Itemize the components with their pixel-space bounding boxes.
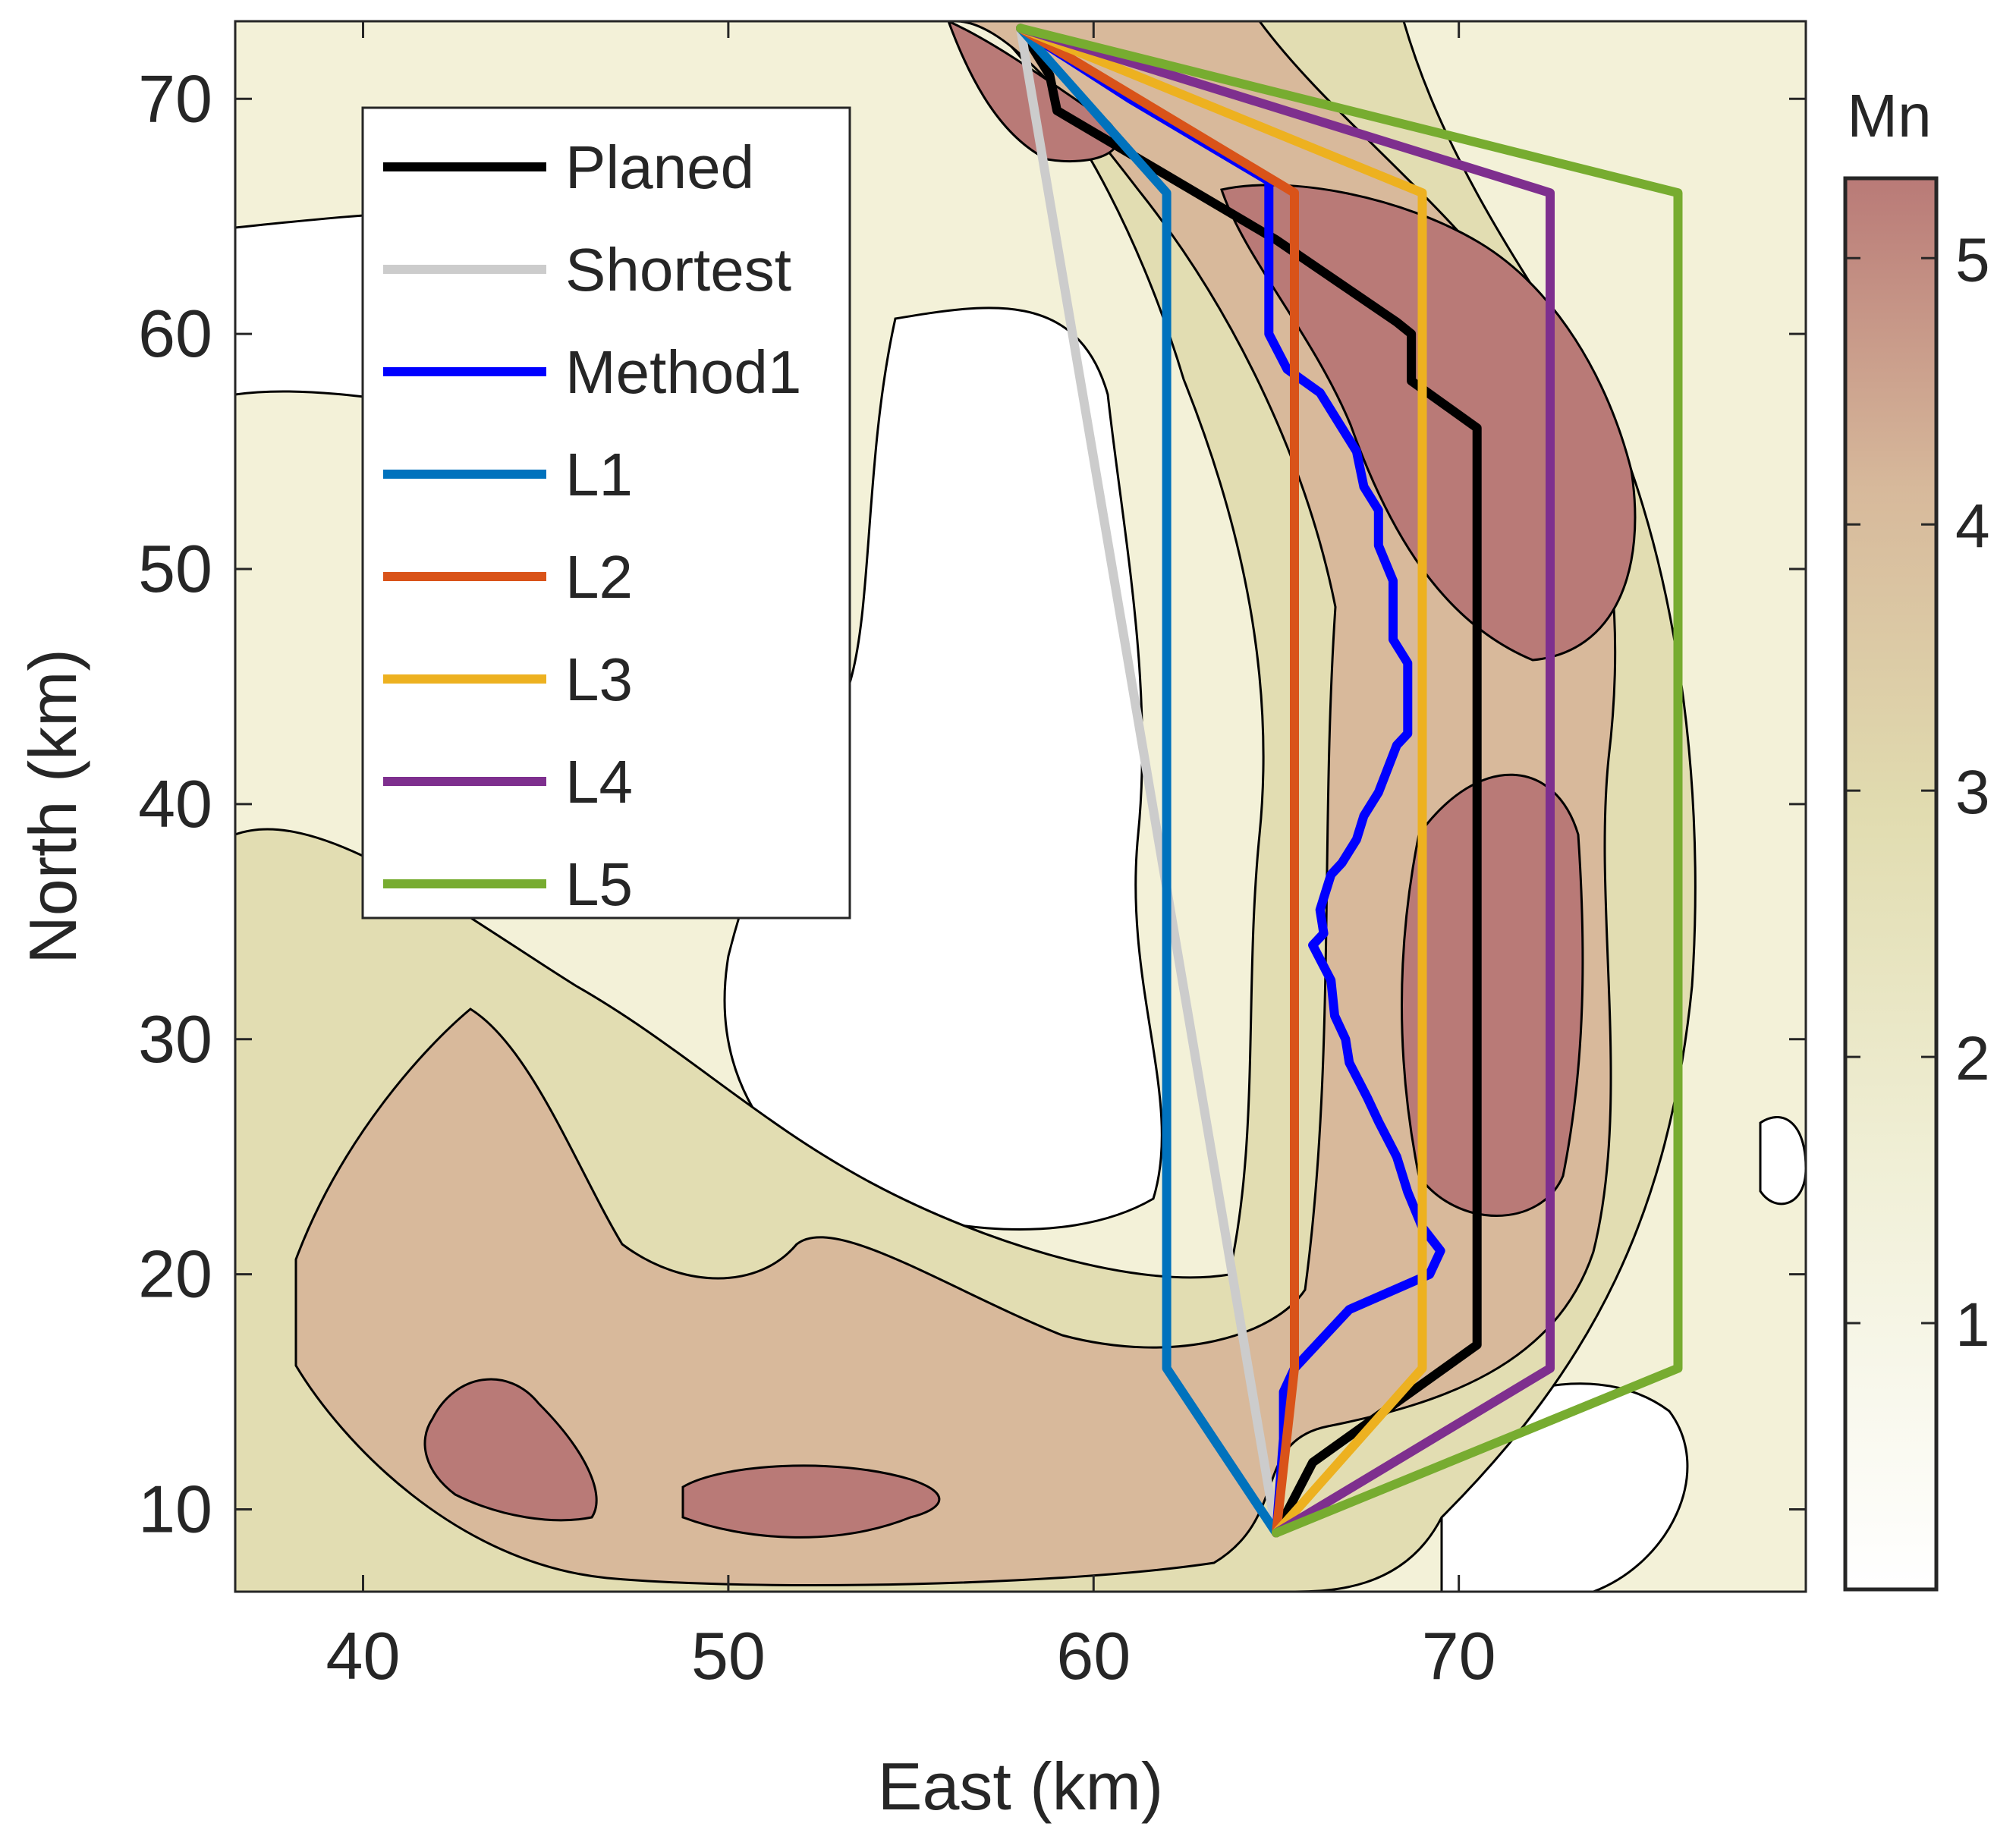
y-tick-label: 10 <box>138 1472 212 1547</box>
series-line-l3 <box>1016 24 1427 1538</box>
x-tick-label: 40 <box>326 1618 401 1693</box>
y-tick-label: 40 <box>138 766 212 841</box>
legend: Planed Shortest Method1 L1 L2 L3 L4 L5 <box>361 106 851 920</box>
colorbar-tick-label: 1 <box>1955 1290 1990 1360</box>
y-tick-label: 60 <box>138 296 212 371</box>
colorbar: 1 2 3 4 5 Mn <box>1843 82 1990 1592</box>
y-axis-label: North (km) <box>15 649 90 964</box>
contour-core-region <box>1401 773 1584 1217</box>
legend-label-l2: L2 <box>565 543 633 611</box>
colorbar-tick-label: 5 <box>1955 225 1990 294</box>
colorbar-tick-label: 2 <box>1955 1024 1990 1093</box>
legend-label-l3: L3 <box>565 646 633 713</box>
contour-core-region <box>423 1378 598 1522</box>
contour-core-region <box>681 1464 941 1539</box>
colorbar-fill <box>1843 176 1939 1592</box>
contour-core-region <box>1220 184 1637 662</box>
series-line-method1 <box>1016 24 1445 1538</box>
x-tick-label: 70 <box>1422 1618 1496 1693</box>
legend-label-l4: L4 <box>565 748 633 816</box>
legend-label-l5: L5 <box>565 850 633 918</box>
series-line-planed <box>1016 24 1482 1538</box>
series-layer <box>1016 24 1683 1538</box>
legend-label-method1: Method1 <box>565 338 801 406</box>
colorbar-ticks: 1 2 3 4 5 <box>1845 225 1990 1360</box>
colorbar-tick-label: 4 <box>1955 492 1990 561</box>
plot-frame <box>234 20 1807 1593</box>
y-tick-label: 50 <box>138 531 212 606</box>
y-axis: 10 20 30 40 50 60 70 <box>138 61 1806 1547</box>
series-line-l5 <box>1016 24 1683 1538</box>
x-axis: 40 50 60 70 <box>326 21 1496 1693</box>
series-line-l2 <box>1016 24 1299 1538</box>
legend-label-l1: L1 <box>565 441 633 508</box>
x-tick-label: 60 <box>1056 1618 1131 1693</box>
series-line-l4 <box>1016 24 1555 1538</box>
contour-high-region <box>294 21 1617 1587</box>
x-axis-label: East (km) <box>878 1749 1163 1824</box>
series-line-shortest <box>1016 24 1281 1538</box>
colorbar-title: Mn <box>1847 82 1931 149</box>
y-tick-label: 20 <box>138 1237 212 1312</box>
legend-label-planed: Planed <box>565 134 754 201</box>
series-line-l1 <box>1016 24 1281 1538</box>
legend-label-shortest: Shortest <box>565 236 791 303</box>
x-tick-label: 50 <box>691 1618 766 1693</box>
y-tick-label: 70 <box>138 61 212 136</box>
colorbar-tick-label: 3 <box>1955 758 1990 827</box>
y-tick-label: 30 <box>138 1001 212 1077</box>
